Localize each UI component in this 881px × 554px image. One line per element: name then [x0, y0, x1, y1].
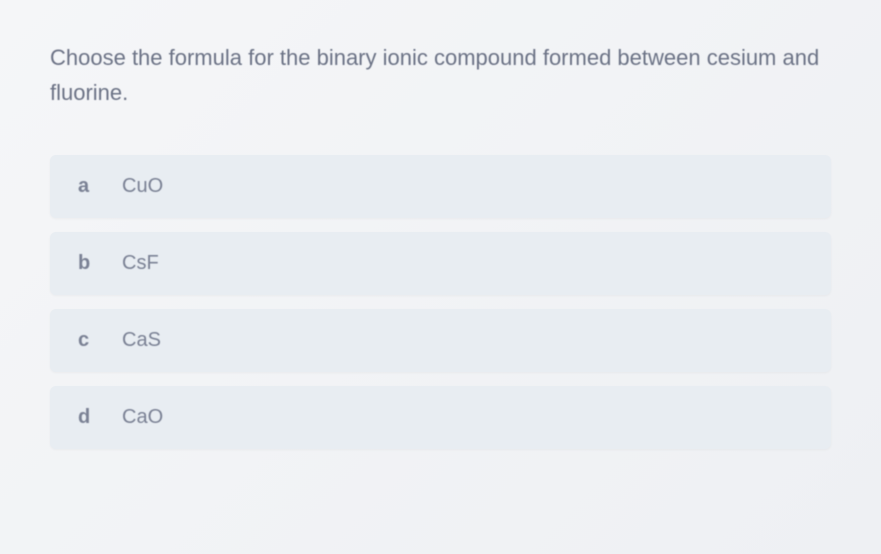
question-text: Choose the formula for the binary ionic … [50, 40, 831, 110]
option-letter: d [78, 406, 98, 429]
option-letter: c [78, 329, 98, 352]
option-a[interactable]: a CuO [50, 155, 831, 218]
option-text: CaO [122, 406, 163, 429]
option-b[interactable]: b CsF [50, 232, 831, 295]
option-d[interactable]: d CaO [50, 386, 831, 449]
option-c[interactable]: c CaS [50, 309, 831, 372]
option-text: CuO [122, 175, 163, 198]
option-text: CsF [122, 252, 159, 275]
options-container: a CuO b CsF c CaS d CaO [50, 155, 831, 449]
option-letter: a [78, 175, 98, 198]
option-text: CaS [122, 329, 161, 352]
option-letter: b [78, 252, 98, 275]
